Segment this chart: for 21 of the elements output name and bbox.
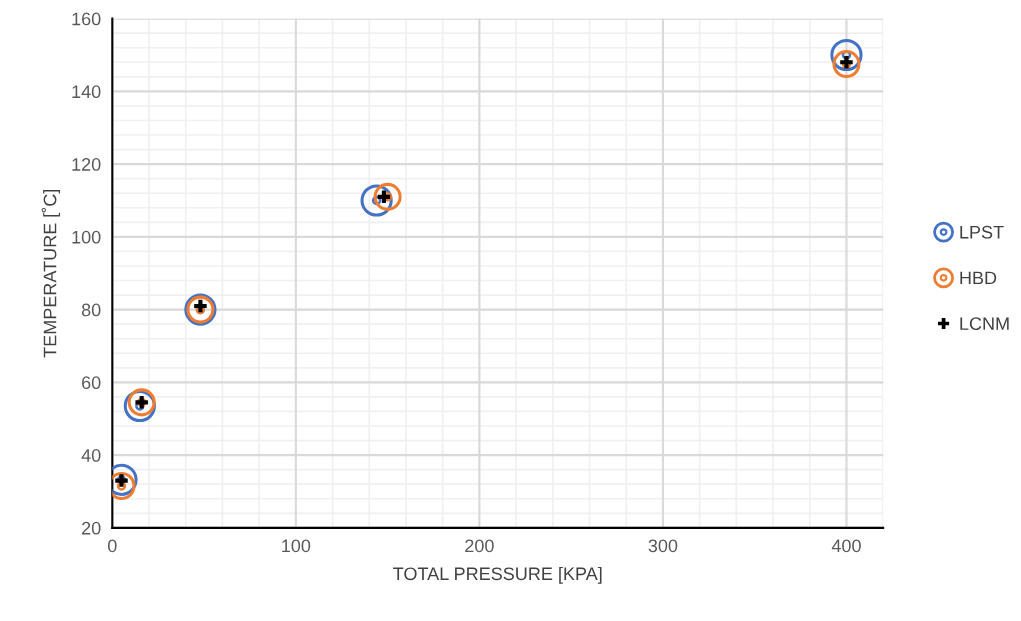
point	[127, 388, 156, 417]
point	[373, 182, 402, 211]
x-tick-label: 200	[465, 539, 494, 553]
y-tick-label: 140	[72, 85, 101, 99]
point	[832, 50, 861, 79]
y-tick-label: 100	[72, 230, 101, 244]
y-tick-label: 160	[72, 12, 101, 26]
x-axis-title: TOTAL PRESSURE [KPA]	[393, 566, 602, 584]
x-tick-label: 300	[648, 539, 678, 553]
x-tick-label: 100	[282, 539, 311, 553]
legend-label: HBD	[960, 271, 997, 285]
y-tick-label: 80	[81, 303, 101, 317]
y-tick-label: 40	[81, 449, 101, 462]
x-tick-label: 0	[108, 539, 117, 553]
y-tick-label: 60	[82, 376, 101, 390]
y-tick-label: 120	[72, 158, 101, 171]
x-tick-label: 400	[831, 539, 861, 553]
legend-label: LCNM	[960, 317, 1009, 331]
y-axis-title: TEMPERATURE [˚C]	[41, 189, 60, 358]
legend-label: LPST	[960, 225, 1004, 239]
y-tick-label: 20	[82, 521, 101, 535]
